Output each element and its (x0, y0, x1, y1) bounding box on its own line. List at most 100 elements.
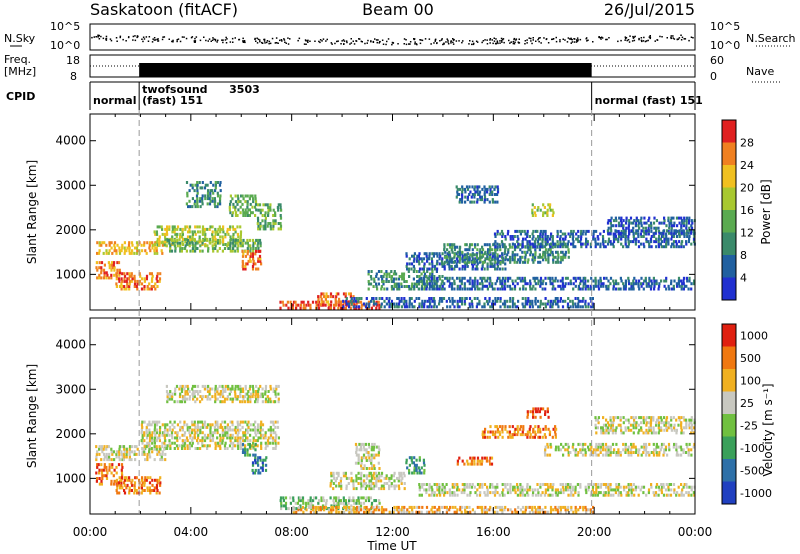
heatmap-cell (415, 285, 418, 288)
heatmap-cell (279, 499, 282, 503)
heatmap-cell (597, 282, 600, 286)
heatmap-cell (140, 423, 143, 427)
heatmap-cell (663, 219, 666, 223)
heatmap-cell (108, 458, 111, 462)
heatmap-cell (395, 484, 398, 488)
heatmap-cell (377, 277, 380, 281)
freq-left-label-2: [MHz] (4, 65, 36, 78)
heatmap-cell (516, 253, 519, 257)
heatmap-cell (412, 259, 416, 263)
heatmap-cell (546, 250, 549, 254)
heatmap-cell (441, 491, 444, 495)
heatmap-cell (508, 305, 511, 309)
heatmap-cell (145, 274, 149, 278)
heatmap-cell (232, 238, 235, 242)
heatmap-cell (547, 253, 550, 257)
heatmap-cell (154, 287, 157, 291)
heatmap-cell (255, 397, 258, 401)
heatmap-cell (246, 397, 249, 401)
heatmap-cell (146, 455, 149, 459)
heatmap-cell (634, 224, 637, 228)
heatmap-cell (155, 478, 158, 482)
heatmap-cell (542, 211, 545, 215)
noise-point (177, 38, 180, 40)
heatmap-cell (402, 277, 405, 281)
heatmap-cell (461, 254, 464, 258)
heatmap-cell (512, 282, 515, 286)
noise-point (510, 41, 512, 43)
heatmap-cell (196, 205, 199, 209)
heatmap-cell (443, 287, 446, 291)
heatmap-cell (181, 441, 185, 445)
heatmap-cell (179, 428, 182, 432)
heatmap-cell (483, 190, 486, 194)
noise-point (598, 36, 600, 39)
heatmap-cell (355, 499, 358, 503)
heatmap-cell (487, 248, 490, 252)
heatmap-cell (155, 439, 158, 443)
heatmap-cell (685, 491, 688, 495)
heatmap-cell (544, 448, 547, 452)
noise-point (629, 35, 631, 37)
heatmap-cell (493, 264, 496, 268)
heatmap-cell (224, 425, 227, 429)
heatmap-cell (551, 235, 554, 238)
heatmap-cell (155, 277, 158, 281)
heatmap-cell (256, 444, 259, 448)
heatmap-cell (642, 485, 646, 489)
heatmap-cell (622, 231, 625, 235)
heatmap-cell (322, 496, 325, 500)
heatmap-cell (214, 428, 217, 432)
noise-point (319, 39, 322, 41)
heatmap-cell (546, 235, 549, 238)
heatmap-cell (128, 274, 131, 278)
heatmap-cell (371, 297, 374, 300)
heatmap-cell (388, 305, 391, 309)
colorbar-tick-label: 8 (740, 249, 747, 262)
heatmap-cell (590, 305, 593, 309)
heatmap-cell (115, 455, 118, 459)
heatmap-cell (279, 227, 282, 231)
heatmap-cell (488, 200, 491, 204)
heatmap-cell (236, 395, 239, 399)
heatmap-cell (586, 242, 589, 246)
heatmap-cell (476, 248, 479, 252)
heatmap-cell (456, 257, 459, 261)
heatmap-cell (161, 227, 164, 231)
heatmap-cell (509, 435, 512, 439)
heatmap-cell (537, 237, 540, 241)
heatmap-cell (584, 302, 587, 306)
colorbar-swatch (722, 120, 736, 143)
heatmap-cell (513, 433, 516, 437)
heatmap-cell (582, 282, 585, 286)
heatmap-cell (186, 235, 190, 239)
heatmap-cell (390, 275, 393, 278)
heatmap-cell (126, 272, 129, 276)
noise-point (269, 42, 272, 45)
heatmap-cell (557, 243, 560, 247)
noise-point (501, 41, 503, 43)
heatmap-cell (624, 287, 627, 291)
heatmap-cell (688, 229, 691, 233)
heatmap-cell (624, 240, 627, 244)
noise-point (452, 43, 455, 45)
heatmap-cell (456, 483, 459, 486)
heatmap-cell (191, 436, 195, 440)
heatmap-cell (609, 485, 612, 489)
heatmap-cell (647, 226, 650, 230)
heatmap-cell (385, 280, 388, 283)
heatmap-cell (488, 250, 491, 254)
heatmap-cell (397, 277, 401, 281)
heatmap-cell (111, 463, 114, 467)
heatmap-cell (216, 181, 219, 184)
heatmap-cell (272, 222, 275, 225)
heatmap-cell (544, 297, 547, 300)
heatmap-cell (564, 250, 567, 254)
heatmap-cell (113, 246, 116, 250)
heatmap-cell (178, 241, 182, 245)
heatmap-cell (473, 187, 476, 191)
heatmap-cell (519, 485, 522, 489)
heatmap-cell (654, 491, 658, 495)
heatmap-cell (531, 305, 534, 309)
heatmap-cell (355, 479, 358, 483)
